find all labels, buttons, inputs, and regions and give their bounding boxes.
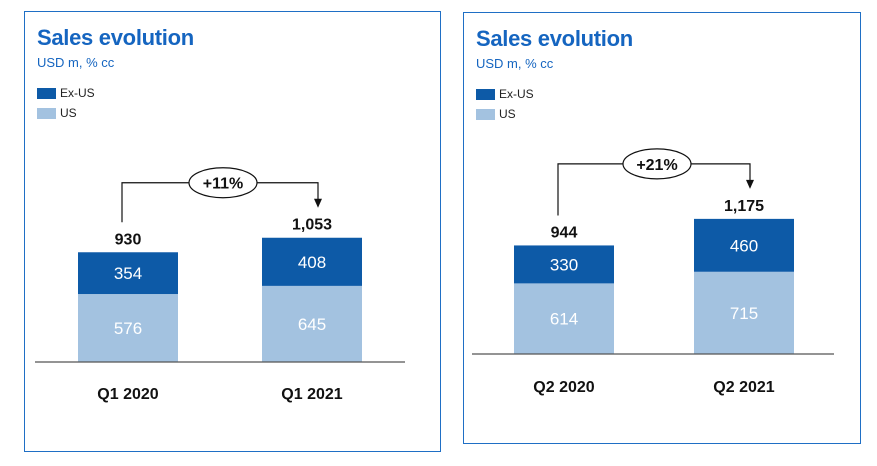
bar-segment-us bbox=[262, 285, 362, 362]
growth-badge bbox=[622, 148, 692, 180]
total-label: 944 bbox=[551, 224, 578, 241]
data-label-us: 576 bbox=[114, 319, 142, 338]
growth-arrow-head bbox=[314, 198, 322, 208]
legend-label-ex-us: Ex-US bbox=[499, 87, 534, 101]
legend-label-us: US bbox=[60, 106, 77, 120]
bar-segment-us bbox=[78, 294, 178, 362]
bar-segment-us bbox=[694, 271, 794, 354]
legend-swatch-us bbox=[476, 108, 495, 120]
category-label: Q2 2020 bbox=[533, 379, 594, 396]
total-label: 1,053 bbox=[292, 217, 332, 234]
bar-segment-ex-us bbox=[262, 237, 362, 286]
legend-item-ex-us: Ex-US bbox=[476, 84, 534, 104]
data-label-ex-us: 330 bbox=[550, 255, 578, 274]
data-label-us: 614 bbox=[550, 310, 578, 329]
bar-segment-ex-us bbox=[514, 245, 614, 284]
stacked-bar-chart: 614 330 944 Q2 2020 715 460 1,175 Q2 2021 +21% bbox=[472, 148, 834, 396]
data-label-ex-us: 460 bbox=[730, 236, 758, 255]
sales-chart-panel-q1: Sales evolution USD m, % cc Ex-US US 576… bbox=[24, 11, 441, 452]
growth-badge bbox=[188, 167, 258, 199]
sales-chart-panel-q2: Sales evolution USD m, % cc Ex-US US 614… bbox=[463, 12, 861, 444]
legend-swatch-ex-us bbox=[476, 88, 495, 100]
chart-subtitle: USD m, % cc bbox=[476, 56, 554, 71]
stacked-bar-chart: 576 354 930 Q1 2020 645 408 1,053 Q1 2021 +11% bbox=[35, 167, 405, 403]
category-label: Q2 2021 bbox=[713, 379, 774, 396]
data-label-ex-us: 354 bbox=[114, 264, 142, 283]
bar-segment-us bbox=[514, 283, 614, 354]
growth-label: +11% bbox=[203, 176, 243, 193]
growth-label: +21% bbox=[636, 157, 677, 174]
total-label: 1,175 bbox=[724, 198, 764, 215]
category-label: Q1 2021 bbox=[281, 386, 342, 403]
chart-title: Sales evolution bbox=[476, 26, 633, 51]
legend-swatch-us bbox=[37, 107, 56, 119]
data-label-us: 715 bbox=[730, 304, 758, 323]
legend-item-us: US bbox=[476, 104, 534, 124]
legend-swatch-ex-us bbox=[37, 87, 56, 99]
chart-subtitle: USD m, % cc bbox=[37, 55, 115, 70]
chart-title: Sales evolution bbox=[37, 25, 194, 50]
legend-label-ex-us: Ex-US bbox=[60, 86, 95, 100]
data-label-ex-us: 408 bbox=[298, 253, 326, 272]
legend-label-us: US bbox=[499, 107, 516, 121]
chart-legend: Ex-US US bbox=[37, 83, 95, 123]
bar-segment-ex-us bbox=[694, 218, 794, 272]
total-label: 930 bbox=[115, 231, 142, 248]
data-label-us: 645 bbox=[298, 315, 326, 334]
category-label: Q1 2020 bbox=[97, 386, 158, 403]
chart-legend: Ex-US US bbox=[476, 84, 534, 124]
legend-item-ex-us: Ex-US bbox=[37, 83, 95, 103]
growth-arrow-head bbox=[746, 179, 754, 189]
legend-item-us: US bbox=[37, 103, 95, 123]
bar-segment-ex-us bbox=[78, 252, 178, 295]
